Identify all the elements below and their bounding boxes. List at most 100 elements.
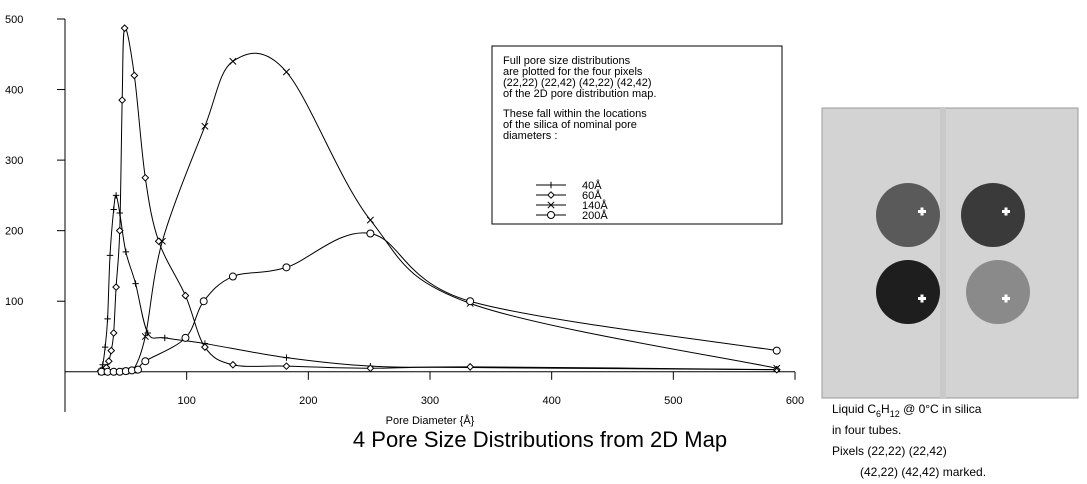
marker-shape — [110, 206, 117, 213]
marker — [201, 343, 209, 351]
marker — [141, 357, 150, 366]
marker-shape — [366, 216, 374, 224]
y-tick-label: 200 — [5, 226, 23, 238]
y-tick-label: 300 — [5, 155, 23, 167]
marker-shape — [99, 361, 106, 368]
marker-shape — [115, 226, 124, 235]
marker — [282, 362, 291, 371]
marker — [107, 346, 116, 355]
marker-shape — [112, 192, 120, 199]
marker — [99, 361, 106, 368]
marker — [101, 343, 109, 351]
marker — [366, 229, 375, 238]
legend-label: 60Å — [582, 189, 602, 202]
marker — [120, 24, 129, 33]
marker-shape — [141, 173, 150, 182]
marker-shape — [141, 332, 149, 341]
marker-shape — [547, 201, 555, 209]
x-tick-label: 300 — [421, 395, 439, 407]
marker-shape — [547, 181, 555, 189]
x-tick-label: 200 — [299, 395, 317, 407]
caption-line: (42,22) (42,42) marked. — [860, 465, 986, 479]
marker-shape — [101, 343, 109, 351]
chart-title: 4 Pore Size Distributions from 2D Map — [353, 427, 727, 452]
marker — [282, 68, 290, 76]
marker — [130, 71, 139, 80]
y-tick-label: 400 — [5, 85, 23, 97]
marker-shape — [283, 354, 290, 361]
marker — [366, 216, 374, 224]
marker — [112, 192, 120, 199]
caption-part: H — [881, 402, 890, 416]
marker — [109, 329, 118, 337]
caption-part: 6 — [876, 409, 881, 419]
marker — [104, 315, 111, 323]
marker-shape — [466, 362, 475, 371]
marker-shape — [201, 343, 209, 351]
marker-shape — [282, 263, 291, 272]
marker-shape — [112, 283, 121, 292]
marker — [773, 364, 781, 372]
marker — [547, 211, 555, 219]
marker-shape — [181, 291, 190, 300]
marker — [141, 173, 150, 182]
x-tick-label: 100 — [177, 395, 195, 407]
annotation-line: These fall within the locations — [503, 108, 647, 120]
y-tick-label: 500 — [5, 14, 23, 26]
marker-shape — [109, 329, 118, 337]
marker — [772, 365, 781, 374]
annotation-line: are plotted for the four pixels — [503, 66, 643, 78]
marker — [110, 206, 117, 213]
marker-shape — [228, 360, 237, 369]
caption-part: Liquid C — [832, 402, 876, 416]
marker-shape — [134, 365, 142, 374]
marker — [158, 237, 166, 245]
marker — [547, 201, 555, 209]
marker-shape — [229, 57, 237, 65]
marker-shape — [104, 315, 111, 323]
marker — [228, 360, 237, 369]
marker — [228, 272, 237, 281]
caption-line: in four tubes. — [832, 423, 901, 437]
caption-line: Liquid C6H12 @ 0°C in silica — [832, 402, 982, 419]
marker — [118, 96, 127, 105]
marker — [112, 283, 121, 292]
marker — [199, 297, 208, 306]
annotation-line: of the 2D pore distribution map. — [503, 88, 656, 100]
legend-label: 140Å — [582, 199, 608, 212]
x-tick-label: 600 — [786, 395, 804, 407]
marker — [161, 334, 168, 342]
marker — [122, 248, 130, 256]
marker — [181, 333, 190, 342]
marker-shape — [773, 364, 781, 372]
marker — [134, 365, 142, 374]
marker-shape — [122, 248, 130, 256]
marker-shape — [547, 211, 555, 219]
annotation-line: Full pore size distributions — [503, 55, 631, 67]
marker — [466, 362, 475, 371]
marker — [229, 57, 237, 65]
marker-shape — [107, 346, 116, 355]
marker-shape — [466, 297, 475, 306]
marker — [283, 354, 290, 361]
marker-shape — [158, 237, 166, 245]
x-tick-label: 400 — [542, 395, 560, 407]
marker-shape — [104, 357, 113, 366]
caption-line: Pixels (22,22) (22,42) — [832, 444, 947, 458]
marker-shape — [772, 365, 781, 374]
legend-box — [491, 45, 783, 225]
y-tick-label: 100 — [5, 296, 23, 308]
marker — [141, 332, 149, 341]
marker-shape — [118, 96, 127, 105]
marker-shape — [106, 252, 114, 259]
legend-label: 40Å — [582, 179, 602, 192]
marker-shape — [120, 24, 129, 33]
marker — [115, 226, 124, 235]
marker-shape — [282, 68, 290, 76]
x-axis-label: Pore Diameter {Å} — [386, 414, 475, 427]
marker — [547, 181, 555, 189]
marker — [104, 357, 113, 366]
marker — [366, 364, 375, 373]
marker-shape — [282, 362, 291, 371]
